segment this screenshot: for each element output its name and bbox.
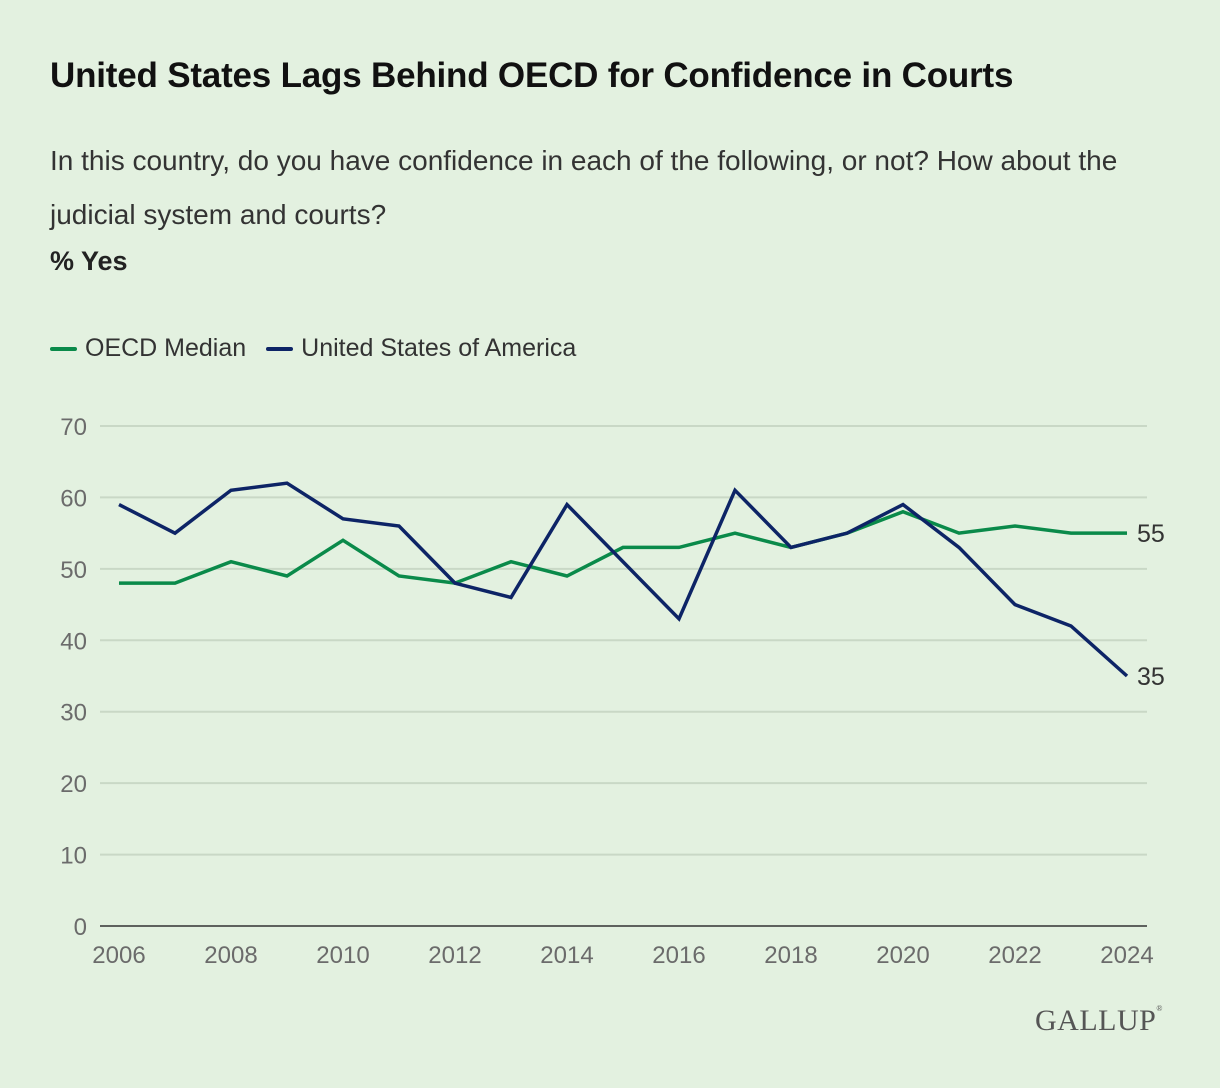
end-labels: 55 35 — [1137, 520, 1165, 691]
gridlines — [100, 425, 1147, 927]
chart-title: United States Lags Behind OECD for Confi… — [50, 56, 1014, 95]
unit-label: % Yes — [50, 246, 128, 276]
legend-label-oecd: OECD Median — [85, 334, 247, 362]
y-tick-label: 50 — [60, 557, 87, 584]
y-tick-label: 20 — [60, 771, 87, 798]
series-lines — [118, 481, 1129, 678]
x-axis-ticks: 2006 2008 2010 2012 2014 2016 2018 2020 2022 2024 — [92, 942, 1153, 969]
legend-swatch-oecd — [50, 346, 77, 351]
legend-item-oecd: OECD Median — [50, 334, 246, 363]
series-line-usa — [118, 481, 1129, 678]
legend: OECD Median United States of America — [50, 334, 596, 363]
chart-subtitle: In this country, do you have confidence … — [50, 145, 1118, 230]
y-tick-label: 40 — [60, 628, 87, 655]
legend-item-usa: United States of America — [266, 334, 576, 363]
x-tick-label: 2024 — [1100, 942, 1153, 969]
y-tick-label: 0 — [74, 914, 87, 941]
gallup-logo: GALLUP® — [1035, 1004, 1163, 1037]
y-tick-label: 10 — [60, 843, 87, 870]
x-tick-label: 2010 — [316, 942, 369, 969]
y-tick-label: 30 — [60, 700, 87, 727]
x-tick-label: 2008 — [204, 942, 257, 969]
x-tick-label: 2006 — [92, 942, 145, 969]
y-axis-ticks: 0 10 20 30 40 50 60 70 — [60, 414, 87, 941]
end-label-usa: 35 — [1137, 663, 1165, 691]
y-tick-label: 70 — [60, 414, 87, 441]
x-tick-label: 2012 — [428, 942, 481, 969]
legend-swatch-usa — [266, 346, 294, 351]
x-tick-label: 2018 — [764, 942, 817, 969]
legend-label-usa: United States of America — [301, 334, 577, 362]
end-label-oecd: 55 — [1137, 520, 1165, 548]
y-tick-label: 60 — [60, 485, 87, 512]
x-tick-label: 2020 — [876, 942, 929, 969]
x-tick-label: 2022 — [988, 942, 1041, 969]
x-tick-label: 2016 — [652, 942, 705, 969]
x-tick-label: 2014 — [540, 942, 593, 969]
